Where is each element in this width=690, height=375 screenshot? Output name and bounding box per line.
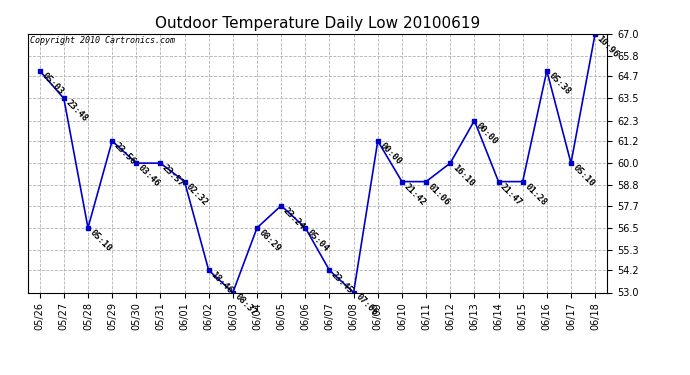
- Text: 00:00: 00:00: [475, 121, 500, 146]
- Text: Copyright 2010 Cartronics.com: Copyright 2010 Cartronics.com: [30, 36, 175, 45]
- Text: 07:06: 07:06: [353, 292, 379, 318]
- Text: 23:48: 23:48: [63, 98, 89, 124]
- Text: 23:45: 23:45: [330, 270, 355, 296]
- Title: Outdoor Temperature Daily Low 20100619: Outdoor Temperature Daily Low 20100619: [155, 16, 480, 31]
- Text: 00:00: 00:00: [378, 141, 403, 166]
- Text: 18:46: 18:46: [208, 270, 234, 296]
- Text: 10:96: 10:96: [595, 34, 620, 59]
- Text: 05:10: 05:10: [571, 163, 596, 189]
- Text: 02:32: 02:32: [184, 182, 210, 207]
- Text: 01:06: 01:06: [426, 182, 451, 207]
- Text: 16:10: 16:10: [450, 163, 475, 189]
- Text: 21:42: 21:42: [402, 182, 427, 207]
- Text: 05:38: 05:38: [546, 71, 572, 96]
- Text: 23:56: 23:56: [112, 141, 137, 166]
- Text: 05:04: 05:04: [305, 228, 331, 253]
- Text: 08:37: 08:37: [233, 292, 258, 318]
- Text: 23:24: 23:24: [282, 206, 306, 231]
- Text: 08:29: 08:29: [257, 228, 282, 253]
- Text: 05:10: 05:10: [88, 228, 113, 253]
- Text: 01:28: 01:28: [523, 182, 548, 207]
- Text: 03:46: 03:46: [136, 163, 161, 189]
- Text: 05:03: 05:03: [39, 71, 65, 96]
- Text: 23:57: 23:57: [160, 163, 186, 189]
- Text: 21:47: 21:47: [498, 182, 524, 207]
